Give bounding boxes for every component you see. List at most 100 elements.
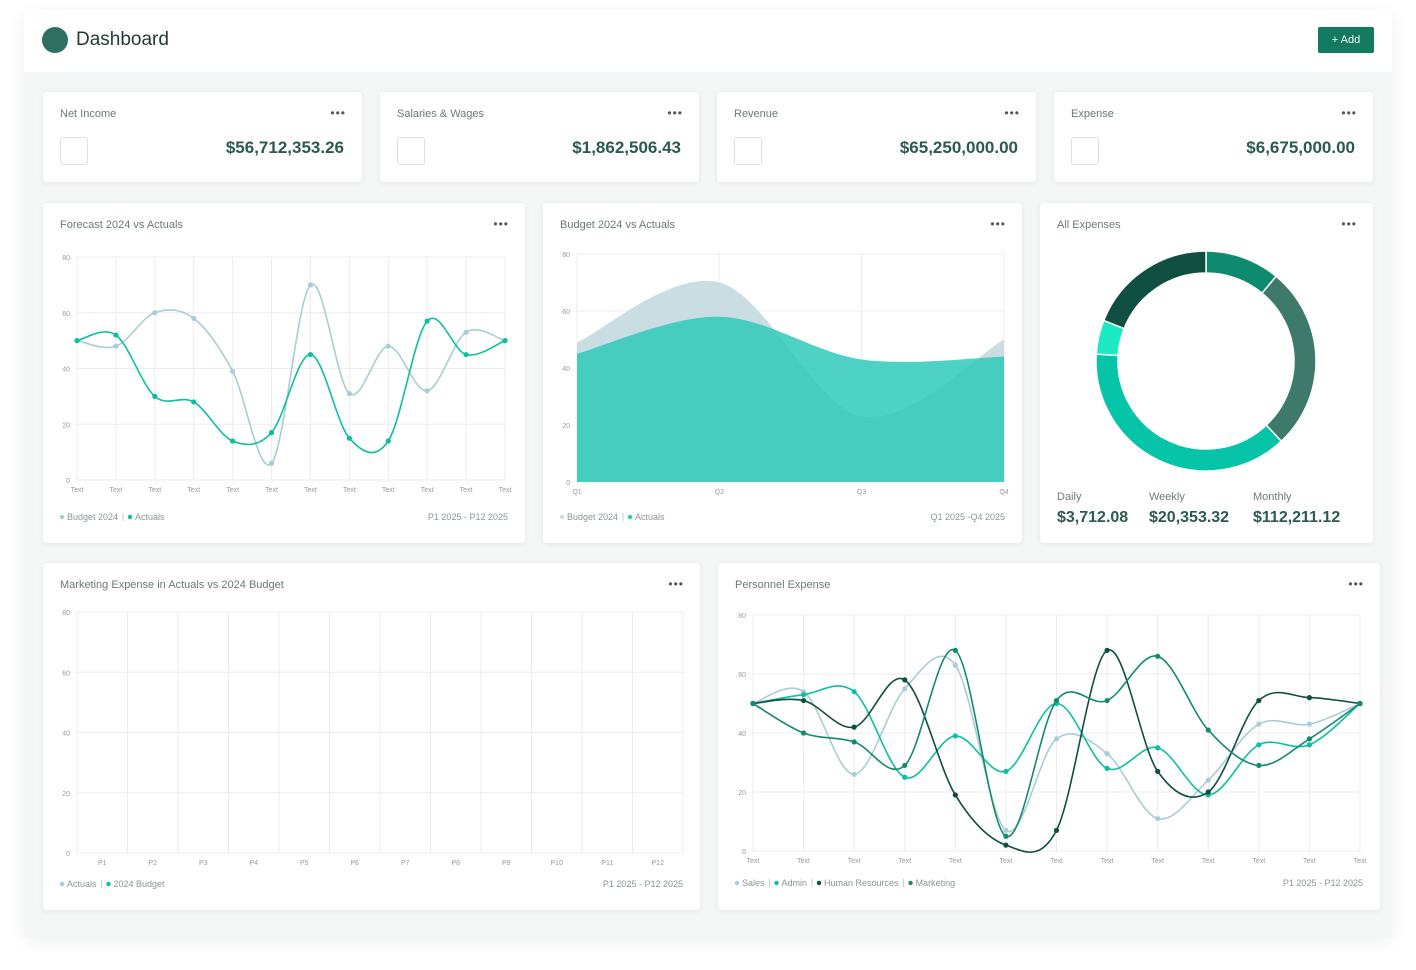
kpi-label: Expense <box>1071 108 1114 120</box>
point <box>1256 721 1262 727</box>
y-tick-label: 40 <box>738 731 746 738</box>
point <box>1205 777 1211 783</box>
point <box>800 697 807 704</box>
point <box>424 388 430 394</box>
icon <box>60 137 88 165</box>
x-tick-label: Text <box>460 487 473 494</box>
legend-marker <box>627 514 633 520</box>
menu[interactable]: ••• <box>330 106 346 120</box>
line <box>76 283 506 466</box>
chart-title: All Expenses <box>1057 219 1121 231</box>
point <box>1306 742 1313 748</box>
legend-label: Sales <box>742 878 765 888</box>
point <box>191 315 197 321</box>
donut-segment <box>1102 250 1207 330</box>
point <box>952 647 958 653</box>
x-tick-label: P2 <box>148 860 157 867</box>
x-tick-label: Text <box>1151 858 1164 865</box>
chart: All Expenses Daily $3,712.08 Weekly $20,353.… <box>1057 219 1340 526</box>
menu[interactable]: ••• <box>990 217 1006 231</box>
y-tick-label: 80 <box>62 255 70 262</box>
x-tick-label: Text <box>898 858 911 865</box>
kpi-card: Net Income ••• $56,712,353.26 <box>43 92 362 182</box>
x-tick-label: Q1 <box>572 489 581 496</box>
logo <box>42 27 68 53</box>
point <box>902 677 908 683</box>
x-tick-label: Text <box>304 487 317 494</box>
chart: Forecast 2024 vs Actuals 0 20 40 60 80 Text Tex… <box>59 219 511 522</box>
x-tick-label: P1 <box>98 860 107 867</box>
point <box>307 282 314 288</box>
chart: Budget 2024 vs Actuals 0 20 40 60 80 Q1 Q2 Q3 Q4 B… <box>559 219 1009 522</box>
x-tick-label: P4 <box>249 860 258 867</box>
point <box>750 700 756 707</box>
add-button[interactable]: + Add <box>1318 27 1374 53</box>
point <box>268 460 275 466</box>
point <box>800 730 807 736</box>
point <box>902 762 908 769</box>
donut-segment <box>1261 275 1317 443</box>
menu[interactable]: ••• <box>1348 577 1364 591</box>
line <box>752 648 1361 838</box>
x-tick-label: Text <box>1050 858 1063 865</box>
point <box>268 430 275 436</box>
y-tick-label: 80 <box>562 252 570 259</box>
menu[interactable]: ••• <box>1341 106 1357 120</box>
chart-card: Marketing Expense in Actuals vs 2024 Bud… <box>43 563 700 910</box>
point <box>1003 842 1009 848</box>
x-tick-label: P11 <box>601 860 613 867</box>
point <box>902 774 908 780</box>
donut-segment <box>1205 250 1278 295</box>
chart: Personnel Expense 0 20 40 60 80 Text Text Text Te… <box>734 579 1366 888</box>
legend-marker <box>734 880 740 886</box>
stat-value: $3,712.08 <box>1057 509 1128 526</box>
chart-title: Forecast 2024 vs Actuals <box>60 219 183 231</box>
menu[interactable]: ••• <box>668 577 684 591</box>
y-tick-label: 20 <box>62 791 70 798</box>
point <box>1104 751 1110 757</box>
y-tick-label: 20 <box>562 423 570 430</box>
legend-marker <box>774 880 779 886</box>
chart-card: All Expenses Daily $3,712.08 Weekly $20,353.… <box>1040 203 1373 543</box>
x-tick-label: Text <box>226 487 239 494</box>
stat-label: Daily <box>1057 491 1082 503</box>
point <box>502 338 508 344</box>
kpi-label: Salaries & Wages <box>397 108 485 120</box>
x-tick-label: Q3 <box>857 489 866 496</box>
x-tick-label: Q4 <box>999 489 1008 496</box>
point <box>1003 768 1009 774</box>
x-tick-label: P9 <box>502 860 511 867</box>
legend-marker <box>908 880 913 886</box>
legend-label: Admin <box>782 878 808 888</box>
icon <box>734 137 762 165</box>
point <box>1003 827 1009 833</box>
y-tick-label: 80 <box>738 613 746 620</box>
kpi-value: $65,250,000.00 <box>899 138 1018 157</box>
x-tick-label: Text <box>187 487 200 494</box>
kpi-value: $1,862,506.43 <box>572 138 681 157</box>
point <box>424 318 430 324</box>
y-tick-label: 0 <box>66 478 70 485</box>
point <box>1256 742 1262 748</box>
x-tick-label: Text <box>747 858 760 865</box>
footnote: Q1 2025 -Q4 2025 <box>930 512 1005 522</box>
legend-marker <box>816 880 822 886</box>
point <box>851 724 857 730</box>
point <box>1155 745 1161 751</box>
point <box>1155 768 1161 774</box>
donut-segment <box>1095 353 1283 472</box>
menu[interactable]: ••• <box>1341 217 1357 231</box>
y-tick-label: 60 <box>562 309 570 316</box>
menu[interactable]: ••• <box>493 217 509 231</box>
x-tick-label: P10 <box>551 860 564 867</box>
point <box>1205 727 1211 733</box>
x-tick-label: Text <box>848 858 861 865</box>
menu[interactable]: ••• <box>1004 106 1020 120</box>
legend-label: Actuals <box>135 512 165 522</box>
y-tick-label: 40 <box>562 366 570 373</box>
y-tick-label: 20 <box>62 422 70 429</box>
kpi-label: Net Income <box>60 108 117 120</box>
x-tick-label: Text <box>109 487 122 494</box>
chart: Marketing Expense in Actuals vs 2024 Bud… <box>59 579 684 889</box>
menu[interactable]: ••• <box>667 106 683 120</box>
